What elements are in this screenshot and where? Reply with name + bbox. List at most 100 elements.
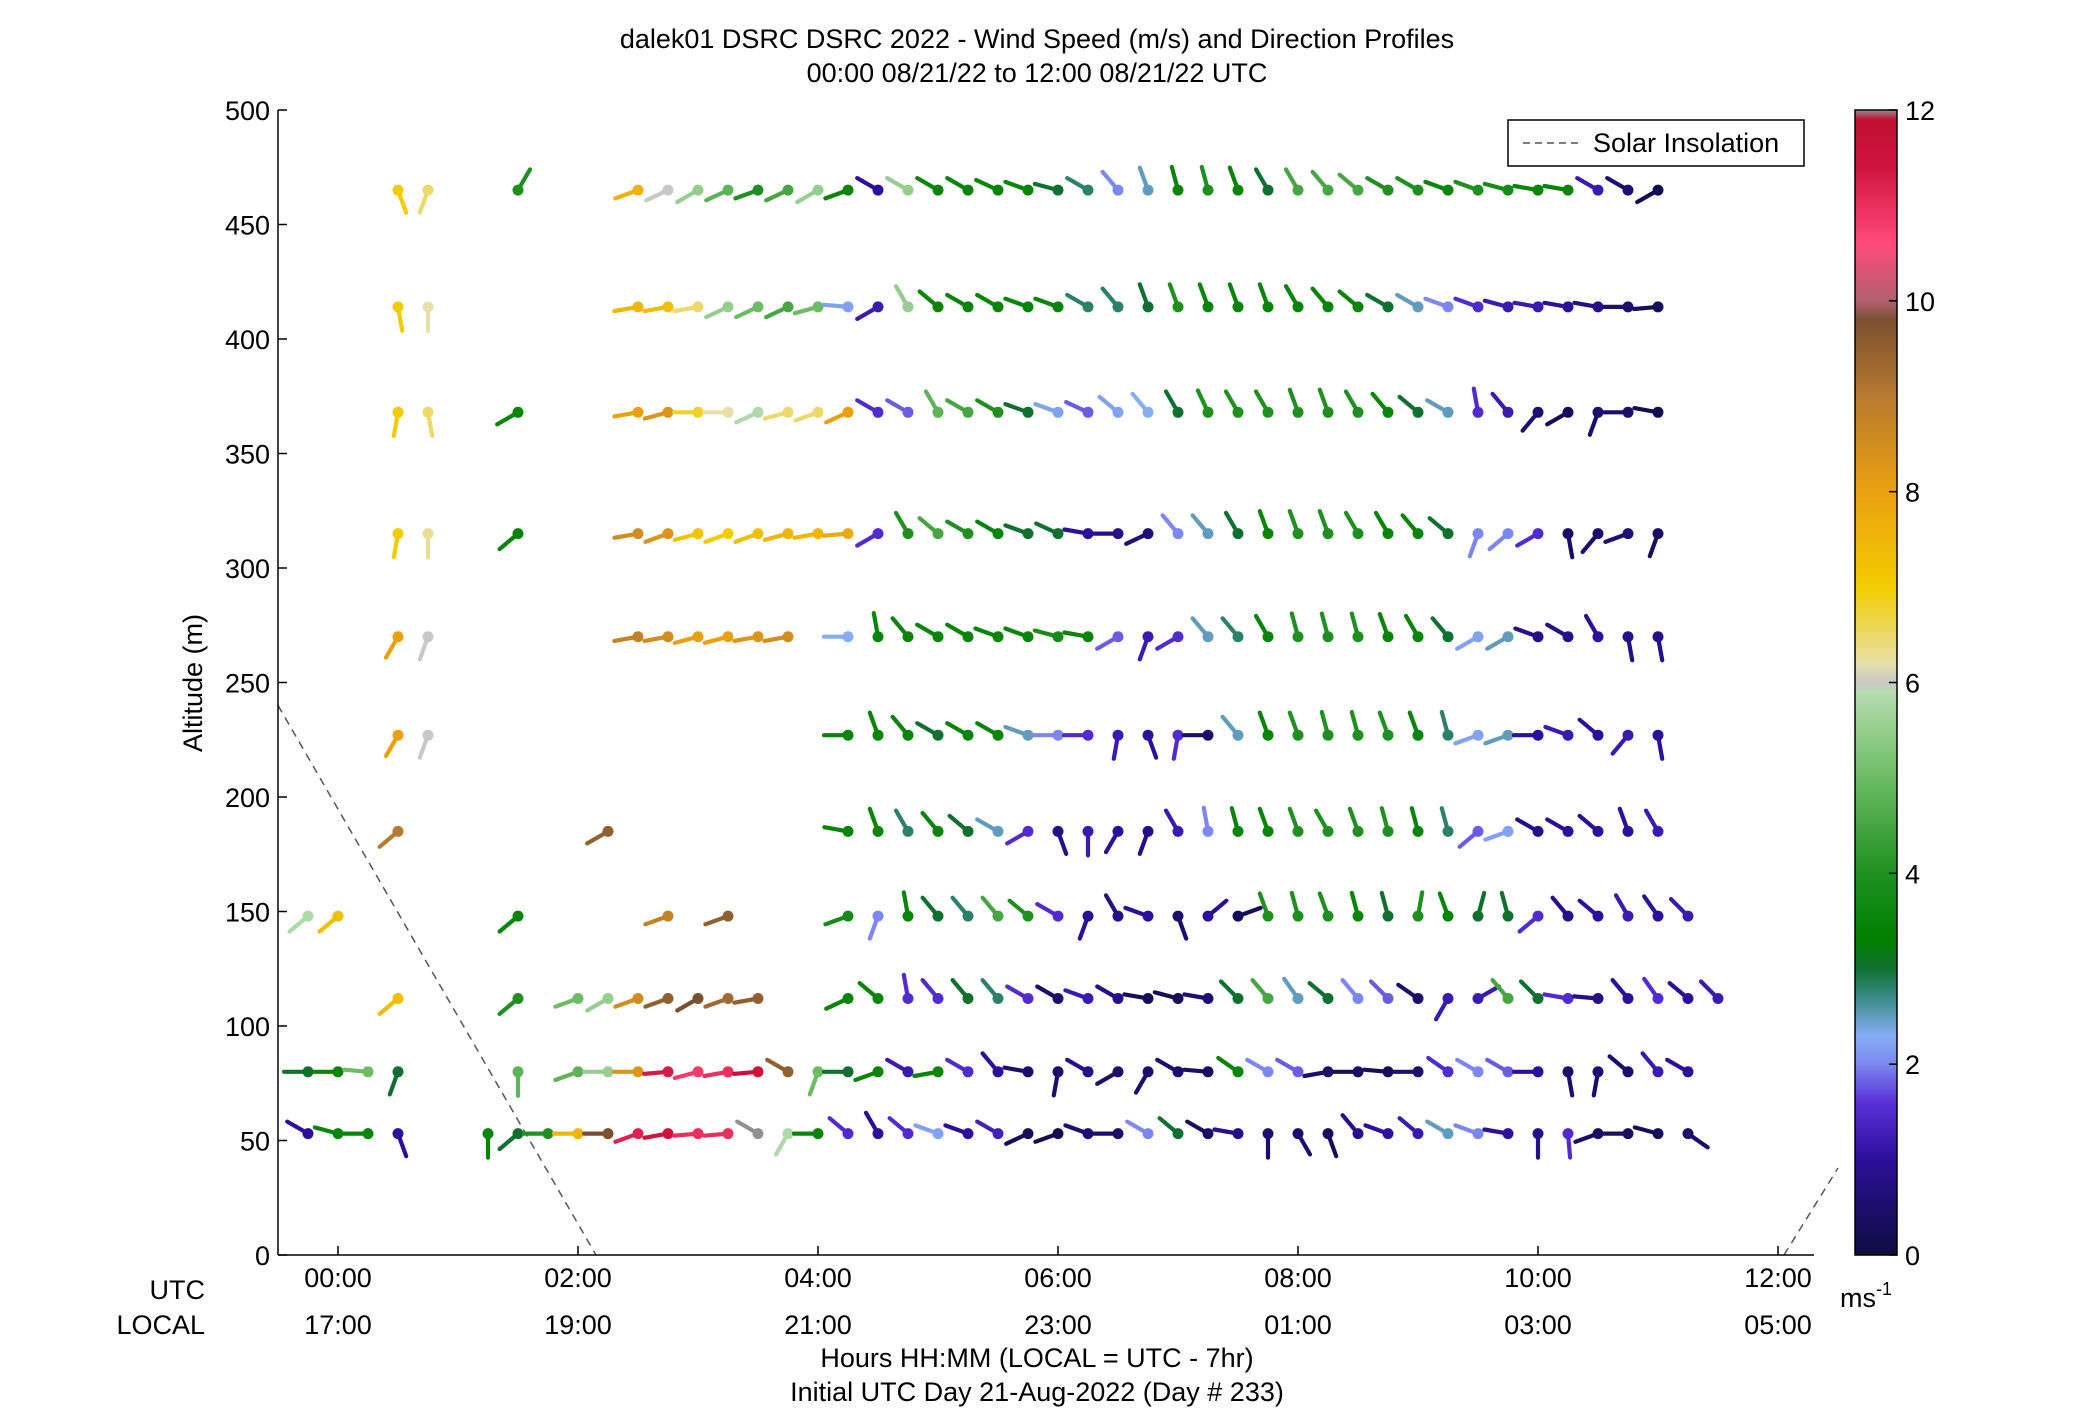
- x-axis-label: Hours HH:MM (LOCAL = UTC - 7hr): [820, 1343, 1253, 1373]
- colorbar-unit-label: ms-1: [1840, 1279, 1892, 1313]
- wind-barb-dot: [1442, 301, 1454, 313]
- wind-barb-dot: [1262, 528, 1274, 540]
- wind-barb: [417, 631, 434, 662]
- wind-barb-dot: [1382, 729, 1394, 741]
- wind-barb-dot: [1502, 1066, 1514, 1078]
- wind-barb: [1155, 631, 1184, 651]
- wind-barb-dot: [1112, 910, 1124, 922]
- wind-barb: [675, 993, 704, 1013]
- wind-barb-dot: [932, 1066, 944, 1078]
- wind-barb-dot: [812, 184, 824, 196]
- wind-barb-dot: [1472, 528, 1484, 540]
- wind-barb: [672, 631, 704, 646]
- wind-barb-dot: [1292, 406, 1304, 418]
- wind-barb-dot: [962, 406, 974, 418]
- wind-barb-dot: [1472, 1128, 1484, 1140]
- wind-barb: [1289, 611, 1304, 643]
- wind-barb-dot: [1322, 910, 1334, 922]
- wind-barb: [1065, 1057, 1094, 1078]
- wind-barb-dot: [1622, 993, 1634, 1004]
- wind-barb: [422, 301, 434, 333]
- wind-barb: [1545, 406, 1574, 427]
- wind-barb-dot: [902, 184, 914, 196]
- wind-barb-dot: [1382, 184, 1394, 196]
- wind-barb-dot: [1202, 729, 1214, 741]
- wind-barb-dot: [692, 1066, 704, 1078]
- wind-barb: [762, 406, 794, 421]
- wind-barb-dot: [1472, 1066, 1484, 1078]
- wind-barb: [1377, 710, 1394, 741]
- wind-barb: [703, 910, 734, 927]
- wind-barb-dot: [1322, 528, 1334, 540]
- wind-barb: [1471, 386, 1484, 418]
- wind-barb: [1253, 167, 1274, 196]
- wind-barb-dot: [1262, 729, 1274, 741]
- wind-barb: [1317, 509, 1334, 540]
- wind-barb: [495, 406, 524, 427]
- wind-barb: [1397, 1116, 1424, 1140]
- wind-barb-dot: [392, 528, 404, 540]
- wind-barb-dot: [632, 528, 644, 540]
- wind-barb-dot: [992, 993, 1004, 1004]
- wind-barb-dot: [1082, 406, 1094, 418]
- wind-barb: [821, 729, 854, 741]
- wind-barb-dot: [872, 729, 884, 741]
- wind-barb-dot: [362, 1128, 374, 1140]
- wind-barb: [551, 1128, 584, 1140]
- wind-barb-dot: [632, 1066, 644, 1078]
- wind-barb: [1515, 528, 1544, 548]
- wind-barb: [1580, 528, 1604, 555]
- wind-barb-dot: [392, 1066, 404, 1078]
- wind-barb-dot: [1442, 184, 1454, 196]
- wind-barb: [867, 910, 884, 941]
- wind-barb-dot: [1592, 910, 1604, 922]
- wind-barb: [1373, 510, 1394, 540]
- wind-barb-dot: [1562, 1128, 1574, 1140]
- wind-barb-dot: [1022, 1066, 1034, 1078]
- x-tick-label-local: 21:00: [784, 1310, 852, 1340]
- wind-barb: [1287, 710, 1304, 741]
- wind-barb-dot: [392, 729, 404, 741]
- wind-barb: [871, 610, 884, 643]
- wind-barb: [1169, 164, 1184, 196]
- wind-barb-dot: [662, 301, 674, 313]
- wind-barb: [1652, 729, 1665, 761]
- wind-barb-dot: [1532, 184, 1544, 196]
- wind-barb: [497, 1128, 524, 1152]
- plot-background: [278, 110, 1814, 1255]
- wind-barb: [1003, 296, 1034, 313]
- y-tick-label: 200: [225, 783, 270, 813]
- wind-barb: [1310, 169, 1334, 196]
- wind-barb: [482, 1128, 494, 1160]
- y-tick-label: 250: [225, 669, 270, 699]
- wind-barb: [920, 977, 944, 1004]
- x-tick-label-utc: 02:00: [544, 1263, 612, 1293]
- wind-barb-dot: [932, 631, 944, 643]
- wind-barb-dot: [1532, 1066, 1544, 1078]
- wind-barb: [1190, 513, 1214, 540]
- wind-barb: [1361, 1066, 1394, 1078]
- wind-barb: [1005, 984, 1034, 1004]
- wind-barb: [1370, 391, 1394, 418]
- wind-barb: [1182, 992, 1214, 1004]
- wind-barb: [1292, 1128, 1313, 1157]
- wind-barb-dot: [1472, 301, 1484, 313]
- wind-barb-dot: [1232, 184, 1244, 196]
- wind-barb-dot: [632, 1128, 644, 1140]
- wind-barb-dot: [1082, 729, 1094, 741]
- wind-barb: [1520, 406, 1544, 433]
- colorbar-tick-label: 10: [1905, 287, 1935, 317]
- wind-barb: [975, 721, 1004, 741]
- wind-barb: [581, 1128, 614, 1140]
- wind-barb: [1253, 389, 1274, 418]
- wind-barb: [701, 1128, 734, 1140]
- wind-barb: [1322, 1128, 1339, 1159]
- wind-barb-dot: [992, 184, 1004, 196]
- wind-barb-dot: [1082, 1128, 1094, 1140]
- wind-barb-dot: [1292, 631, 1304, 643]
- wind-barb-dot: [1562, 631, 1574, 643]
- wind-barb-dot: [1652, 825, 1664, 837]
- wind-barb: [1287, 387, 1304, 418]
- wind-barb-dot: [1052, 729, 1064, 741]
- wind-barb: [1257, 282, 1274, 313]
